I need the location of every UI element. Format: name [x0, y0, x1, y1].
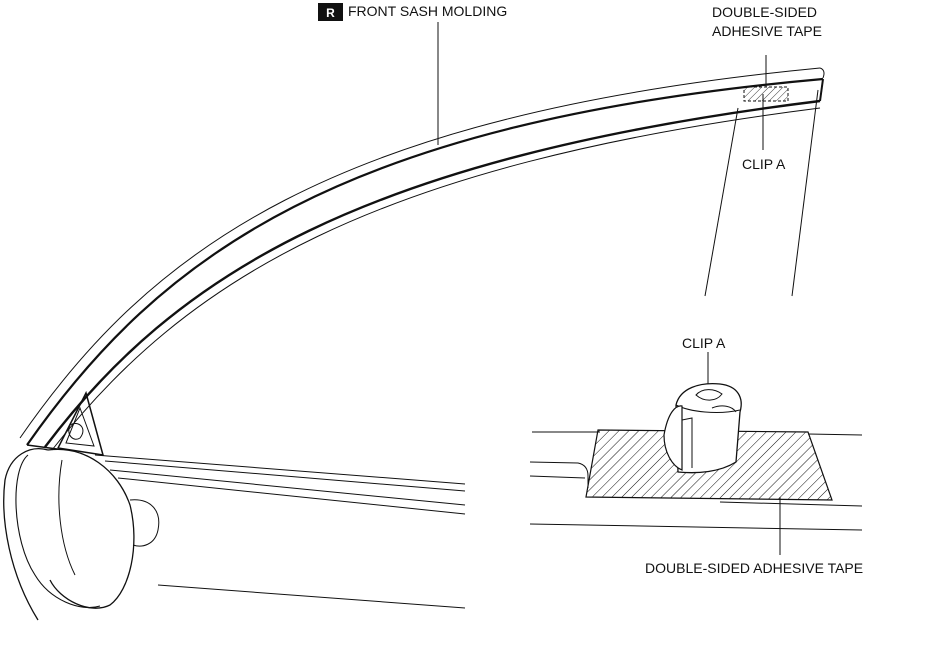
- tape-label-top-line1: DOUBLE-SIDED: [712, 4, 817, 20]
- upper-tape-location: [743, 55, 789, 150]
- clip-detail: [529, 352, 863, 555]
- front-sash-molding-label: FRONT SASH MOLDING: [348, 3, 507, 19]
- clip-a-upper-label: CLIP A: [742, 156, 786, 172]
- tape-label-top-line2: ADHESIVE TAPE: [712, 23, 822, 39]
- tape-label-bottom: DOUBLE-SIDED ADHESIVE TAPE: [645, 560, 863, 576]
- side-mirror: [3, 390, 160, 621]
- door-sash-frame: [19, 67, 825, 451]
- clip-a-detail-label: CLIP A: [682, 335, 726, 351]
- front-sash-molding-callout: R FRONT SASH MOLDING: [318, 3, 507, 145]
- door-body-lines: [94, 454, 466, 609]
- side-badge-text: R: [326, 6, 335, 20]
- side-badge: [318, 3, 343, 21]
- clip-a-body: [663, 382, 742, 474]
